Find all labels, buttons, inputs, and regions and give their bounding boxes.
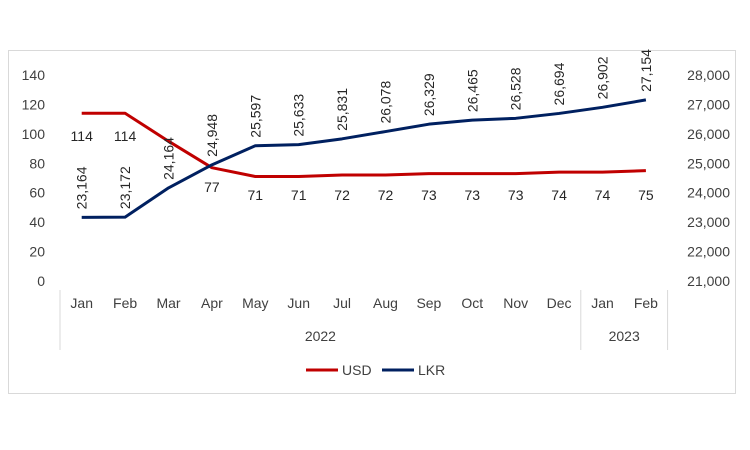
usd-data-label: 74 [551, 187, 567, 203]
category-label: Feb [634, 295, 658, 311]
usd-data-label: 74 [595, 187, 611, 203]
category-label: Mar [156, 295, 180, 311]
left-tick-label: 20 [29, 244, 45, 260]
left-tick-label: 140 [22, 67, 46, 83]
category-label: Apr [201, 295, 223, 311]
right-tick-label: 24,000 [687, 185, 730, 201]
lkr-data-label: 23,164 [74, 166, 90, 209]
lkr-data-label: 26,528 [508, 67, 524, 110]
left-tick-label: 100 [22, 126, 46, 142]
usd-data-label: 114 [114, 128, 137, 144]
usd-data-label: 73 [508, 187, 524, 203]
usd-data-label: 73 [465, 187, 481, 203]
x-axis: Jan Feb Mar Apr May Jun Jul Aug Sep Oct Nov Dec Jan F… [59, 290, 669, 350]
right-y-axis: 21,000 22,000 23,000 24,000 25,000 26,000 27,0… [687, 67, 730, 289]
category-label: Feb [113, 295, 137, 311]
chart-frame [8, 50, 736, 394]
lkr-data-label: 25,633 [291, 94, 307, 137]
usd-data-label: 75 [638, 187, 654, 203]
right-tick-label: 23,000 [687, 214, 730, 230]
right-tick-label: 22,000 [687, 244, 730, 260]
legend-label-usd: USD [342, 362, 372, 378]
right-tick-label: 21,000 [687, 273, 730, 289]
left-tick-label: 40 [29, 214, 45, 230]
category-label: Jun [287, 295, 310, 311]
left-y-axis: 0 20 40 60 80 100 120 140 [22, 67, 46, 289]
category-label: Aug [373, 295, 398, 311]
usd-data-label: 71 [248, 187, 264, 203]
category-label: May [242, 295, 268, 311]
usd-data-label: 72 [334, 187, 350, 203]
lkr-data-label: 23,172 [117, 166, 133, 209]
lkr-data-label: 26,078 [378, 81, 394, 124]
category-label: Jan [591, 295, 614, 311]
lkr-data-label: 25,597 [247, 95, 263, 138]
lkr-data-label: 26,694 [551, 62, 567, 105]
series-line-usd [81, 111, 646, 179]
right-tick-label: 25,000 [687, 155, 730, 171]
series-line-lkr [81, 98, 647, 219]
lkr-data-label: 26,329 [421, 73, 437, 116]
category-label: Oct [461, 295, 483, 311]
category-label: Nov [503, 295, 528, 311]
lkr-data-label: 26,902 [595, 56, 611, 99]
left-tick-label: 60 [29, 185, 45, 201]
category-label: Jul [333, 295, 351, 311]
lkr-data-label: 27,154 [638, 49, 654, 92]
data-labels: 114 114 77 71 71 72 72 73 73 73 74 74 75 23,164 23,172… [71, 49, 654, 209]
right-tick-label: 28,000 [687, 67, 730, 83]
legend: USD LKR [306, 362, 445, 378]
lkr-data-label: 24,164 [161, 137, 177, 180]
category-label: Sep [416, 295, 441, 311]
usd-data-label: 72 [378, 187, 394, 203]
year-group-label: 2023 [609, 328, 640, 344]
series-layer [81, 98, 647, 219]
category-label: Dec [547, 295, 572, 311]
left-tick-label: 80 [29, 155, 45, 171]
right-tick-label: 27,000 [687, 96, 730, 112]
left-tick-label: 0 [37, 273, 45, 289]
category-label: Jan [70, 295, 93, 311]
lkr-data-label: 24,948 [204, 114, 220, 157]
usd-data-label: 73 [421, 187, 437, 203]
right-tick-label: 26,000 [687, 126, 730, 142]
legend-label-lkr: LKR [418, 362, 445, 378]
year-group-label: 2022 [305, 328, 336, 344]
usd-data-label: 77 [204, 179, 220, 195]
left-tick-label: 120 [22, 96, 46, 112]
lkr-data-label: 26,465 [464, 69, 480, 112]
usd-data-label: 114 [71, 128, 94, 144]
lkr-data-label: 25,831 [334, 88, 350, 131]
usd-data-label: 71 [291, 187, 307, 203]
